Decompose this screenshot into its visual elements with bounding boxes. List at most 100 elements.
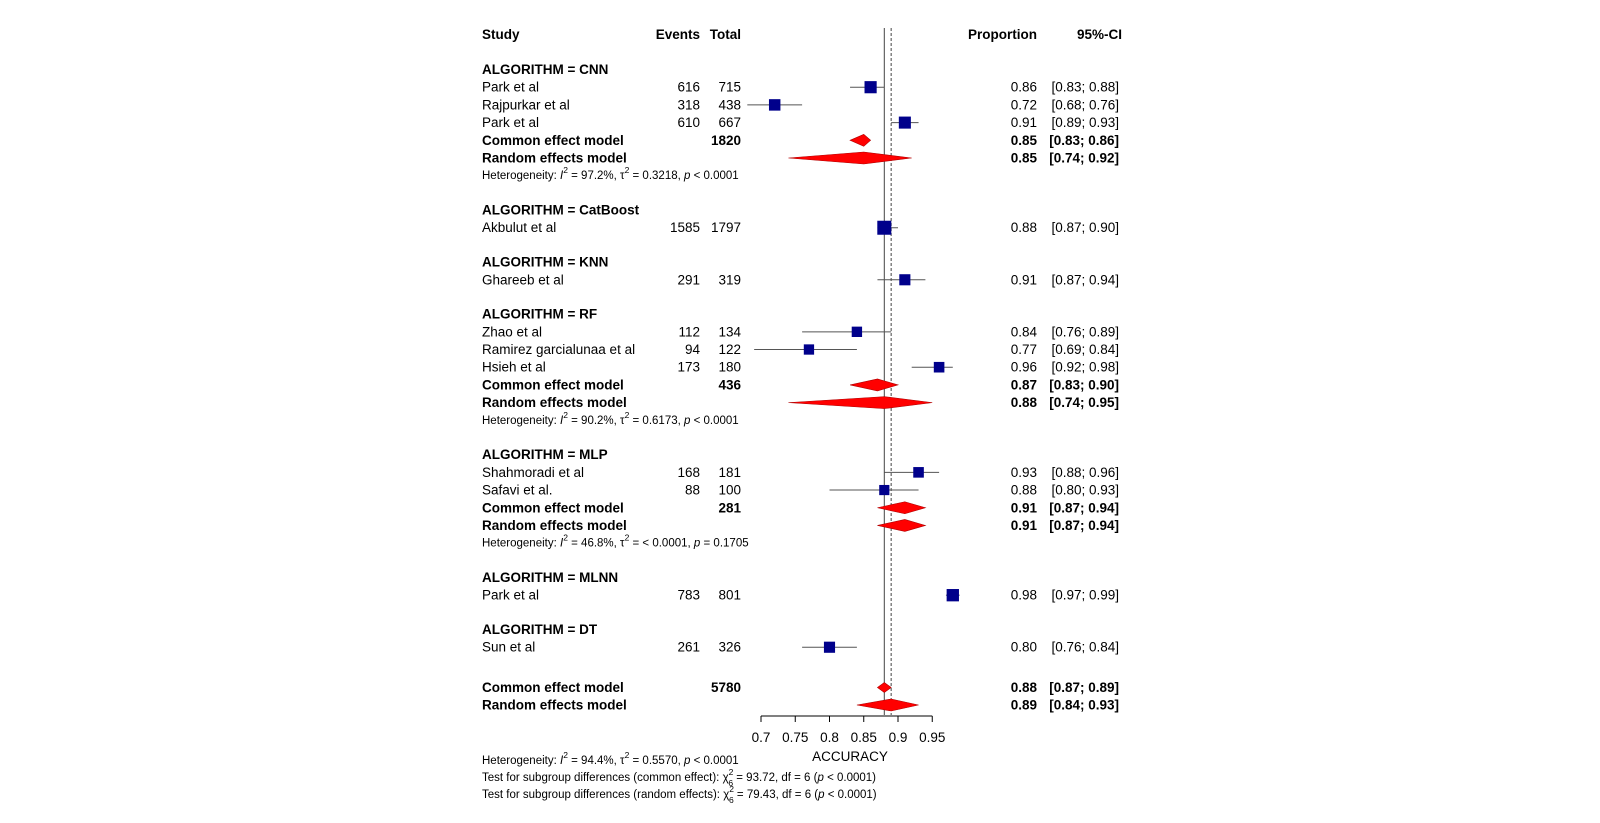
- study-events: 173: [677, 360, 700, 375]
- study-proportion: 0.91: [1011, 272, 1037, 287]
- study-estimate-square: [898, 116, 911, 129]
- study-proportion: 0.93: [1011, 465, 1037, 480]
- common-effect-total: 1820: [711, 133, 741, 148]
- header-total: Total: [710, 27, 741, 42]
- study-proportion: 0.88: [1011, 220, 1037, 235]
- study-total: 715: [718, 80, 741, 95]
- study-estimate-square: [864, 81, 877, 94]
- study-ci: [0.69; 0.84]: [1051, 342, 1119, 357]
- study-proportion: 0.80: [1011, 640, 1037, 655]
- study-estimate-square: [933, 361, 945, 373]
- study-ci: [0.88; 0.96]: [1051, 465, 1119, 480]
- common-effect-total: 281: [718, 500, 741, 515]
- study-proportion: 0.91: [1011, 115, 1037, 130]
- study-ci: [0.97; 0.99]: [1051, 588, 1119, 603]
- study-total: 326: [718, 640, 741, 655]
- study-total: 1797: [711, 220, 741, 235]
- common-effect-total: 436: [718, 377, 741, 392]
- study-estimate-square: [768, 99, 781, 111]
- study-proportion: 0.77: [1011, 342, 1037, 357]
- study-ci: [0.76; 0.89]: [1051, 324, 1119, 339]
- group-label: ALGORITHM = MLNN: [482, 570, 618, 585]
- overall-random-ci: [0.84; 0.93]: [1049, 698, 1119, 713]
- study-ci: [0.80; 0.93]: [1051, 483, 1119, 498]
- group-label: ALGORITHM = RF: [482, 307, 597, 322]
- random-effects-label: Random effects model: [482, 151, 627, 166]
- study-name: Park et al: [482, 588, 539, 603]
- study-events: 1585: [670, 220, 700, 235]
- study-total: 438: [718, 97, 741, 112]
- study-estimate-square: [803, 344, 815, 355]
- study-estimate-square: [899, 274, 911, 286]
- study-ci: [0.87; 0.94]: [1051, 272, 1119, 287]
- x-tick-label: 0.85: [851, 730, 877, 745]
- heterogeneity-text: Heterogeneity: I2 = 90.2%, τ2 = 0.6173, …: [482, 410, 739, 427]
- header-events: Events: [656, 27, 700, 42]
- study-total: 667: [718, 115, 741, 130]
- study-ci: [0.87; 0.90]: [1051, 220, 1119, 235]
- x-tick-label: 0.95: [919, 730, 945, 745]
- study-name: Hsieh et al: [482, 360, 546, 375]
- x-axis-label: ACCURACY: [812, 749, 888, 764]
- study-estimate-square: [879, 484, 890, 496]
- overall-random-proportion: 0.89: [1011, 698, 1037, 713]
- study-total: 180: [718, 360, 741, 375]
- x-tick-label: 0.9: [889, 730, 908, 745]
- study-events: 168: [677, 465, 700, 480]
- study-events: 112: [678, 324, 700, 339]
- study-name: Rajpurkar et al: [482, 97, 570, 112]
- study-events: 783: [677, 588, 700, 603]
- study-estimate-square: [877, 220, 892, 235]
- common-effect-proportion: 0.87: [1011, 377, 1037, 392]
- study-ci: [0.76; 0.84]: [1051, 640, 1119, 655]
- study-name: Safavi et al.: [482, 483, 553, 498]
- x-tick-label: 0.7: [752, 730, 771, 745]
- random-effects-ci: [0.87; 0.94]: [1049, 518, 1119, 533]
- study-events: 261: [677, 640, 700, 655]
- study-estimate-square: [823, 641, 836, 653]
- common-effect-ci: [0.87; 0.94]: [1049, 500, 1119, 515]
- study-events: 291: [677, 272, 700, 287]
- study-name: Park et al: [482, 115, 539, 130]
- overall-heterogeneity-text: Heterogeneity: I2 = 94.4%, τ2 = 0.5570, …: [482, 750, 739, 767]
- common-effect-label: Common effect model: [482, 500, 624, 515]
- study-name: Park et al: [482, 80, 539, 95]
- study-proportion: 0.88: [1011, 483, 1037, 498]
- group-label: ALGORITHM = CNN: [482, 62, 608, 77]
- group-label: ALGORITHM = DT: [482, 622, 598, 637]
- x-tick-label: 0.8: [820, 730, 839, 745]
- common-effect-proportion: 0.91: [1011, 500, 1038, 515]
- study-ci: [0.68; 0.76]: [1051, 97, 1119, 112]
- study-name: Shahmoradi et al: [482, 465, 584, 480]
- overall-common-proportion: 0.88: [1011, 680, 1038, 695]
- random-effects-proportion: 0.85: [1011, 151, 1038, 166]
- group-label: ALGORITHM = CatBoost: [482, 203, 640, 218]
- header-proportion: Proportion: [968, 27, 1037, 42]
- heterogeneity-text: Heterogeneity: I2 = 46.8%, τ2 = < 0.0001…: [482, 533, 749, 550]
- study-proportion: 0.86: [1011, 80, 1037, 95]
- overall-common-ci: [0.87; 0.89]: [1049, 680, 1119, 695]
- study-name: Zhao et al: [482, 324, 542, 339]
- header-study: Study: [482, 27, 520, 42]
- random-effects-diamond: [788, 151, 912, 165]
- study-ci: [0.83; 0.88]: [1051, 80, 1119, 95]
- study-events: 610: [677, 115, 700, 130]
- study-events: 318: [677, 97, 700, 112]
- study-name: Ghareeb et al: [482, 272, 564, 287]
- random-effects-ci: [0.74; 0.92]: [1049, 151, 1119, 166]
- common-effect-diamond: [877, 501, 927, 515]
- random-effects-ci: [0.74; 0.95]: [1049, 395, 1119, 410]
- random-effects-label: Random effects model: [482, 518, 627, 533]
- study-ci: [0.92; 0.98]: [1051, 360, 1119, 375]
- study-name: Ramirez garcialunaa et al: [482, 342, 635, 357]
- overall-common-label: Common effect model: [482, 680, 624, 695]
- study-total: 122: [718, 342, 741, 357]
- common-effect-label: Common effect model: [482, 377, 624, 392]
- study-total: 100: [718, 483, 741, 498]
- study-name: Sun et al: [482, 640, 535, 655]
- study-ci: [0.89; 0.93]: [1051, 115, 1119, 130]
- common-effect-diamond: [849, 378, 900, 392]
- study-total: 181: [718, 465, 741, 480]
- study-events: 94: [685, 342, 701, 357]
